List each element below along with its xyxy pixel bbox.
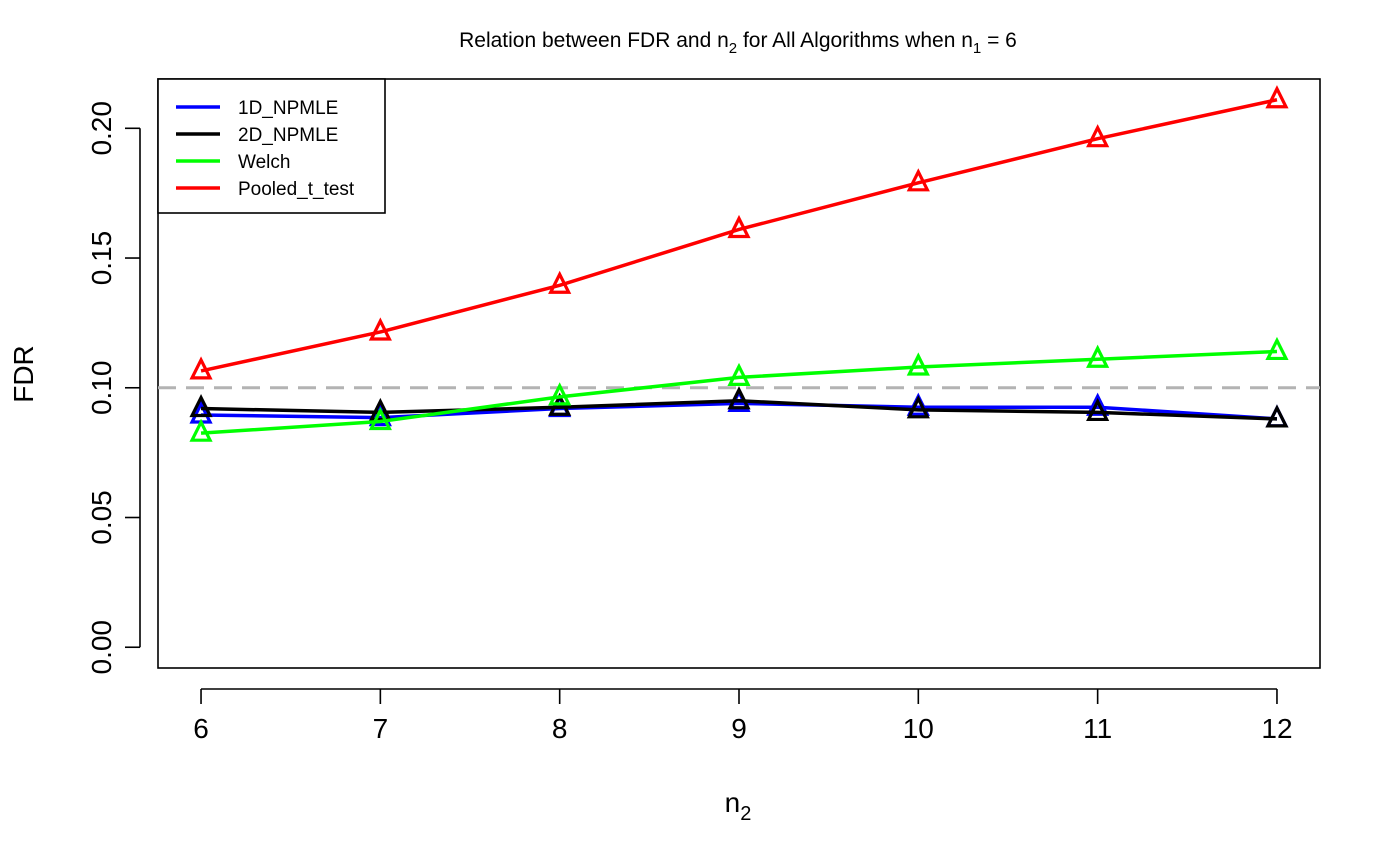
- legend-label: 1D_NPMLE: [238, 98, 338, 119]
- legend-item-2d-npmle: 2D_NPMLE: [176, 125, 338, 146]
- chart-title: Relation between FDR and n2 for All Algo…: [459, 29, 1017, 57]
- point-welch: [1265, 336, 1289, 361]
- point-welch: [548, 382, 572, 406]
- point-welch: [368, 406, 392, 431]
- y-axis: 0.00 0.05 0.10 0.15 0.20: [86, 101, 141, 675]
- point-pooled-t-test: [1086, 124, 1110, 148]
- legend-label: Welch: [238, 152, 290, 173]
- legend-item-welch: Welch: [176, 152, 290, 173]
- point-2d-npmle: [368, 397, 392, 422]
- x-tick-label: 11: [1083, 713, 1112, 744]
- x-tick-label: 8: [552, 713, 568, 744]
- y-axis-label: FDR: [8, 345, 39, 403]
- y-tick-label: 0.10: [86, 361, 117, 416]
- point-welch: [906, 352, 930, 376]
- point-2d-npmle: [189, 393, 213, 418]
- x-tick-label: 10: [903, 713, 934, 744]
- series-line-pooled-t-test: [200, 98, 1278, 373]
- series-line-welch: [200, 349, 1278, 435]
- y-tick-label: 0.00: [86, 620, 117, 675]
- title-subscript-1: 1: [973, 40, 981, 57]
- x-tick-label: 9: [731, 713, 747, 744]
- point-2d-npmle: [906, 395, 930, 419]
- series-welch: [189, 336, 1289, 442]
- series-pooled-t-test: [189, 85, 1289, 380]
- legend-box: [157, 78, 386, 214]
- point-welch: [189, 418, 213, 442]
- point-1d-npmle: [1086, 392, 1110, 416]
- title-subscript-2: 2: [729, 40, 737, 57]
- point-welch: [727, 362, 751, 386]
- point-pooled-t-test: [548, 270, 572, 294]
- series-layer: [189, 85, 1289, 442]
- point-2d-npmle: [1086, 397, 1110, 422]
- x-tick-label: 7: [373, 713, 389, 744]
- legend-label: Pooled_t_test: [238, 179, 355, 200]
- legend-item-1d-npmle: 1D_NPMLE: [176, 98, 338, 119]
- point-welch: [1086, 344, 1110, 368]
- y-tick-label: 0.20: [86, 101, 117, 156]
- plot-frame: [157, 78, 1321, 669]
- x-axis-label-subscript: 2: [740, 803, 751, 825]
- x-axis: 6 7 8 9 10 11 12: [193, 688, 1293, 744]
- point-pooled-t-test: [189, 356, 213, 380]
- point-1d-npmle: [368, 403, 392, 427]
- point-2d-npmle: [727, 386, 751, 410]
- y-tick-label: 0.15: [86, 231, 117, 286]
- x-axis-label: n2: [725, 787, 752, 825]
- point-pooled-t-test: [1265, 85, 1289, 109]
- point-pooled-t-test: [906, 168, 930, 192]
- x-tick-label: 12: [1261, 713, 1292, 744]
- series-line-1d-npmle: [201, 401, 1278, 421]
- y-tick-label: 0.05: [86, 490, 117, 545]
- point-pooled-t-test: [727, 214, 751, 239]
- point-2d-npmle: [1265, 404, 1289, 428]
- x-tick-label: 6: [193, 713, 209, 744]
- point-pooled-t-test: [368, 317, 392, 341]
- legend: 1D_NPMLE 2D_NPMLE Welch Pooled_t_test: [157, 78, 386, 214]
- legend-label: 2D_NPMLE: [238, 125, 338, 146]
- legend-item-pooled-t-test: Pooled_t_test: [176, 179, 355, 200]
